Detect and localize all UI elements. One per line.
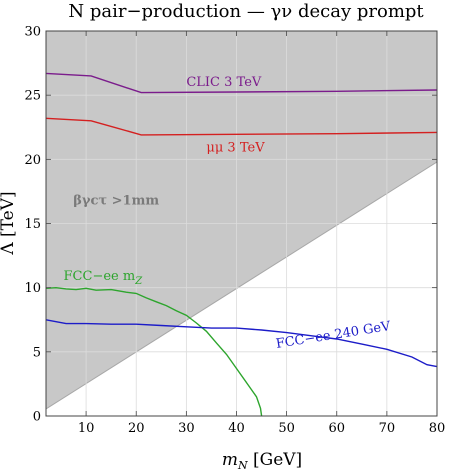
x-axis-title-main: m bbox=[222, 450, 238, 470]
x-tick-label: 10 bbox=[78, 421, 95, 436]
prompt-decay-region bbox=[46, 31, 437, 409]
x-tick-label: 40 bbox=[228, 421, 245, 436]
series-label-subscript-2: Z bbox=[134, 276, 143, 287]
series-line-1 bbox=[45, 117, 438, 136]
y-tick-label: 25 bbox=[24, 89, 41, 104]
y-axis-title: Λ [TeV] bbox=[0, 191, 18, 255]
x-tick-label: 80 bbox=[429, 421, 446, 436]
series-label-0: CLIC 3 TeV bbox=[186, 75, 262, 90]
y-tick-label: 0 bbox=[33, 410, 41, 425]
x-axis-title: mN [GeV] bbox=[222, 450, 302, 471]
series-line-3 bbox=[45, 319, 438, 368]
y-tick-label: 10 bbox=[24, 281, 41, 296]
y-tick-label: 5 bbox=[33, 345, 41, 360]
series-label-main-2: FCC−ee m bbox=[64, 269, 136, 284]
region-boundary-line bbox=[45, 161, 438, 410]
series-line-0 bbox=[45, 72, 438, 94]
x-axis-title-unit: [GeV] bbox=[248, 450, 303, 470]
x-tick-label: 20 bbox=[128, 421, 145, 436]
axes: 10 20 30 40 50 60 70 80 0 5 10 15 20 25 30 bbox=[24, 25, 445, 437]
x-tick-label: 60 bbox=[328, 421, 345, 436]
x-tick-label: 70 bbox=[379, 421, 396, 436]
x-tick-label: 50 bbox=[278, 421, 295, 436]
series-label-main-0: CLIC 3 TeV bbox=[186, 75, 262, 90]
y-tick-label: 15 bbox=[24, 217, 41, 232]
chart-title: N pair−production — γν decay prompt bbox=[68, 1, 424, 22]
x-axis-title-subscript: N bbox=[237, 459, 248, 471]
y-tick-label: 20 bbox=[24, 153, 41, 168]
y-tick-label: 30 bbox=[24, 25, 41, 40]
series-line-2 bbox=[45, 286, 263, 417]
x-tick-label: 30 bbox=[178, 421, 195, 436]
series-label-1: μμ 3 TeV bbox=[206, 141, 265, 156]
region-label: βγcτ >1mm bbox=[73, 193, 159, 208]
series-label-2: FCC−ee mZ bbox=[64, 269, 144, 287]
plot-area: βγcτ >1mm CLIC 3 TeV μμ 3 TeV FCC−ee mZFCC−… bbox=[45, 30, 438, 417]
series-label-main-1: μμ 3 TeV bbox=[206, 141, 265, 156]
